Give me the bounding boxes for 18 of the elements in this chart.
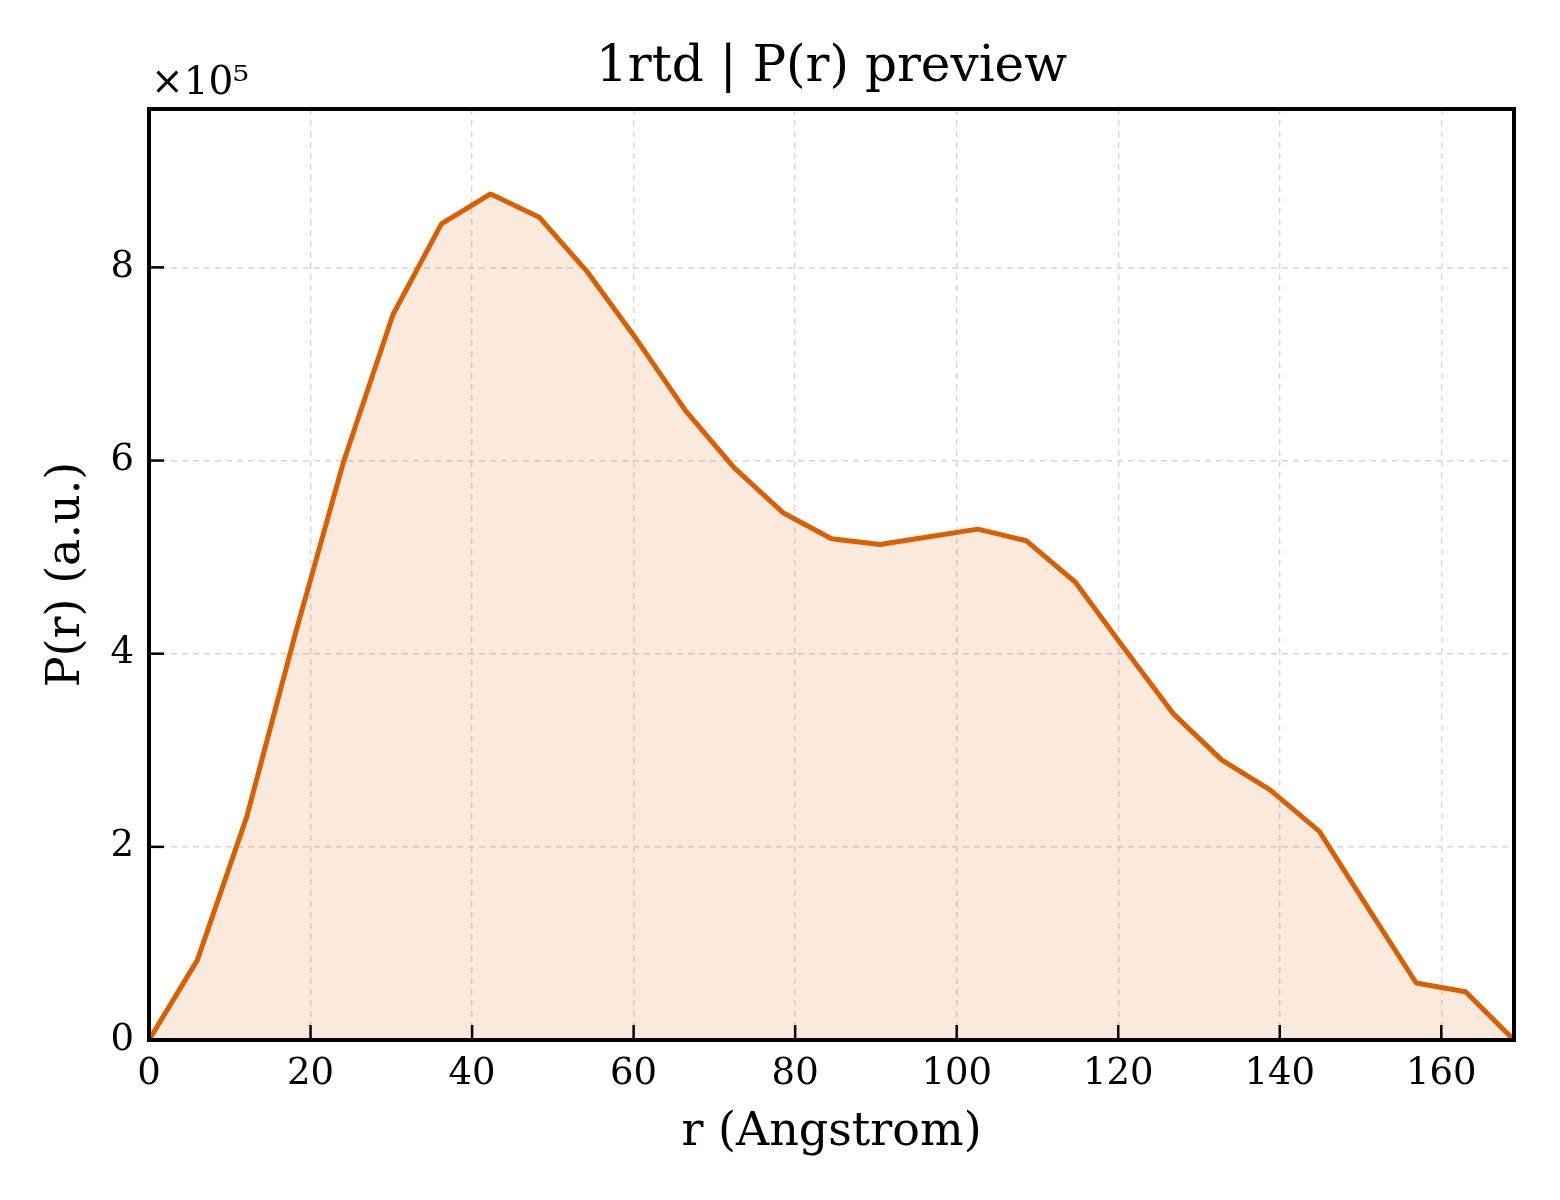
x-tick-label: 20 xyxy=(286,1049,335,1093)
x-tick-label: 160 xyxy=(1406,1049,1477,1093)
y-tick-label: 8 xyxy=(110,243,134,286)
y-axis-title: P(r) (a.u.) xyxy=(35,461,90,688)
x-tick-label: 60 xyxy=(610,1049,658,1093)
y-tick-label: 6 xyxy=(110,436,134,480)
x-tick-label: 120 xyxy=(1082,1049,1154,1093)
x-tick-label: 100 xyxy=(921,1049,992,1093)
x-tick-label: 0 xyxy=(137,1049,161,1093)
chart-title: 1rtd | P(r) preview xyxy=(595,34,1068,93)
text: ×10⁵ xyxy=(151,58,249,103)
x-axis-title: r (Angstrom) xyxy=(681,1102,982,1157)
x-tick-label: 40 xyxy=(448,1049,496,1093)
y-tick-label: 0 xyxy=(110,1015,134,1059)
y-tick-label: 2 xyxy=(110,822,134,866)
x-tick-label: 80 xyxy=(771,1049,819,1093)
y-tick-label: 4 xyxy=(110,629,134,673)
x-tick-label: 140 xyxy=(1244,1049,1316,1093)
